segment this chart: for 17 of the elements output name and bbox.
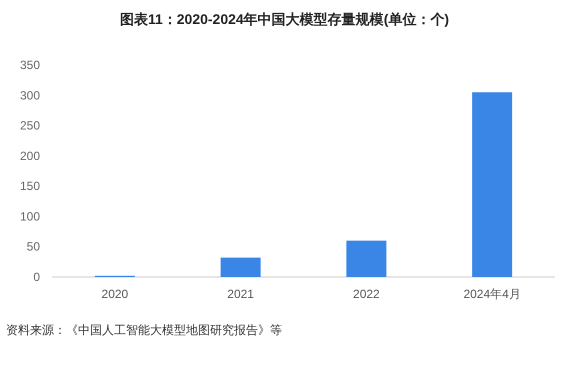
y-tick-label: 350 (20, 58, 40, 72)
y-tick-label: 50 (26, 240, 40, 254)
x-tick-label: 2020 (102, 287, 129, 301)
bar (346, 240, 386, 277)
x-tick-label: 2021 (227, 287, 254, 301)
bar (472, 92, 512, 277)
text: 资料来源：《中国人工智能大模型地图研究报告》等 (6, 323, 282, 337)
x-tick-label: 2022 (353, 287, 380, 301)
y-tick-label: 300 (20, 88, 40, 102)
y-tick-label: 0 (33, 270, 40, 284)
y-tick-label: 200 (20, 148, 40, 163)
chart-title: 图表11：2020-2024年中国大模型存量规模(单位：个) (120, 11, 450, 27)
bar (220, 258, 261, 277)
x-tick-label: 2024年4月 (463, 287, 521, 301)
y-tick-label: 100 (20, 209, 40, 224)
y-tick-label: 250 (20, 118, 40, 133)
y-tick-label: 150 (20, 179, 40, 194)
